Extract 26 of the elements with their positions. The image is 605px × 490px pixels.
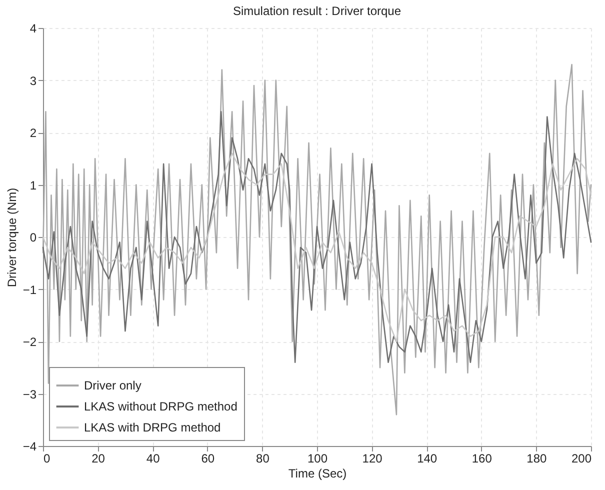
legend-label: LKAS with DRPG method — [84, 420, 221, 434]
legend-label: LKAS without DRPG method — [84, 400, 238, 414]
x-tick-label: 0 — [44, 452, 50, 466]
x-tick-label: 80 — [256, 452, 270, 466]
y-axis-title: Driver torque (Nm) — [4, 188, 19, 288]
y-tick-label: 2 — [30, 126, 37, 140]
chart-title: Simulation result : Driver torque — [232, 4, 402, 18]
x-tick-label: 60 — [201, 452, 215, 466]
y-tick-label: 0 — [30, 230, 37, 244]
x-axis-title: Time (Sec) — [288, 466, 347, 480]
x-tick-label: 120 — [362, 452, 383, 466]
legend-label: Driver only — [84, 378, 142, 392]
y-tick-label: −2 — [22, 335, 37, 349]
x-tick-label: 140 — [417, 452, 438, 466]
x-tick-label: 180 — [526, 452, 548, 466]
x-tick-label: 40 — [146, 452, 160, 466]
y-tick-label: −3 — [22, 387, 37, 402]
x-tick-label: 100 — [307, 452, 328, 466]
y-tick-label: 4 — [30, 22, 37, 36]
x-tick-label: 20 — [92, 452, 106, 466]
y-tick-label: 1 — [30, 178, 37, 192]
x-tick-label: 200 — [571, 452, 592, 466]
y-tick-label: −4 — [22, 440, 37, 454]
y-tick-label: 3 — [30, 74, 37, 88]
x-tick-label: 160 — [472, 452, 492, 466]
y-tick-label: −1 — [22, 282, 37, 297]
